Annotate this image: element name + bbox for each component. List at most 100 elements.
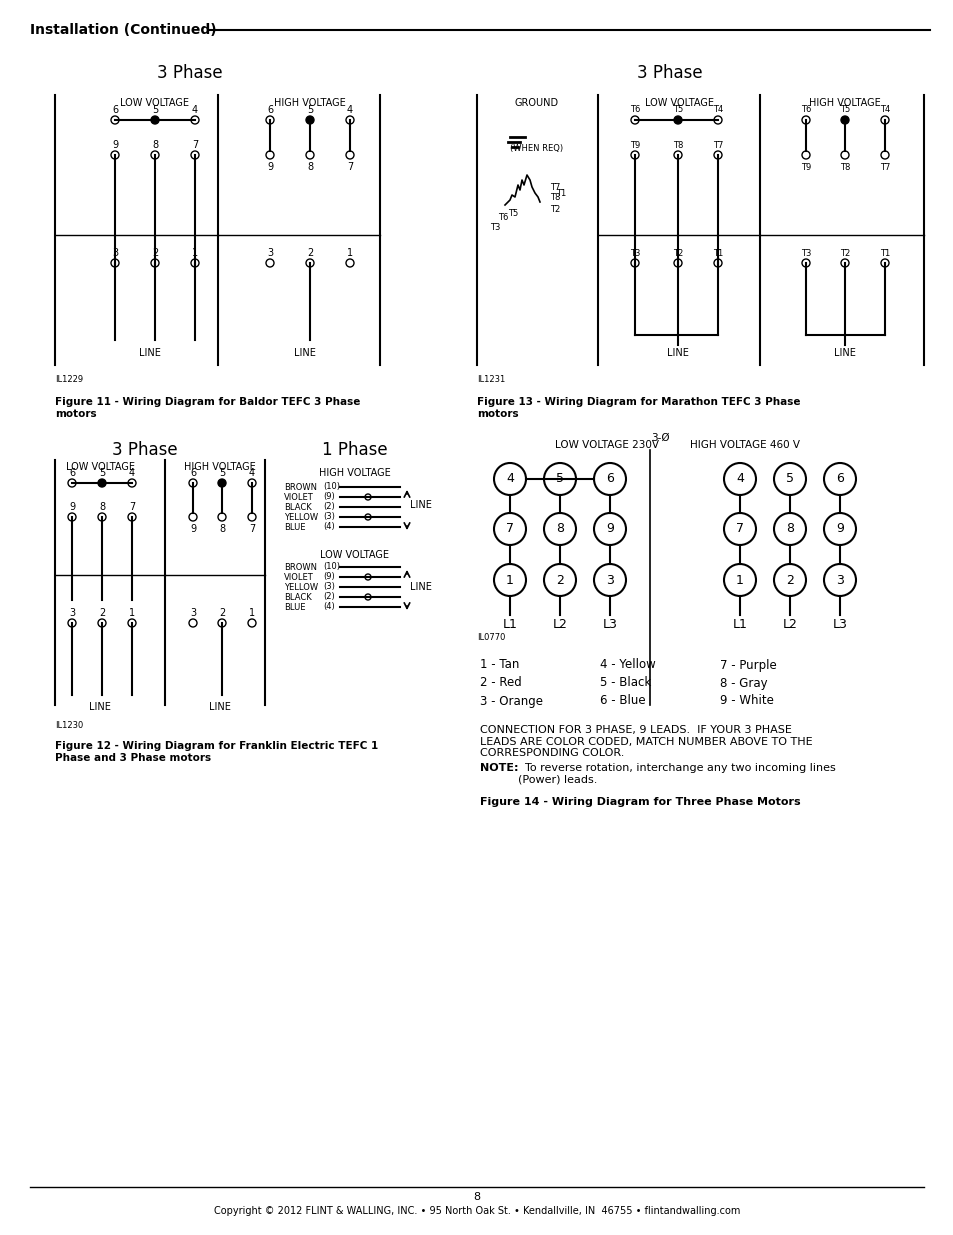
Text: T4: T4 [879,105,889,115]
Text: 1: 1 [736,573,743,587]
Text: T5: T5 [507,209,517,217]
Text: T6: T6 [629,105,639,115]
Text: 6: 6 [267,105,273,115]
Text: L3: L3 [602,619,617,631]
Text: 5: 5 [152,105,158,115]
Text: LOW VOLTAGE: LOW VOLTAGE [66,462,134,472]
Text: 2: 2 [785,573,793,587]
Text: (4): (4) [323,603,335,611]
Text: 1 Phase: 1 Phase [322,441,388,459]
Text: 3 - Orange: 3 - Orange [479,694,542,708]
Text: (4): (4) [323,522,335,531]
Text: 7 - Purple: 7 - Purple [720,658,776,672]
Text: VIOLET: VIOLET [284,493,314,501]
Text: (2): (2) [323,593,335,601]
Text: 9: 9 [69,501,75,513]
Text: 8: 8 [473,1192,480,1202]
Text: Installation (Continued): Installation (Continued) [30,23,216,37]
Circle shape [98,479,106,487]
Text: 3 Phase: 3 Phase [157,64,223,82]
Text: BLACK: BLACK [284,503,312,511]
Text: T3: T3 [490,222,500,231]
Text: 2 - Red: 2 - Red [479,677,521,689]
Text: (WHEN REQ): (WHEN REQ) [510,144,563,153]
Text: 7: 7 [735,522,743,536]
Text: Copyright © 2012 FLINT & WALLING, INC. • 95 North Oak St. • Kendallville, IN  46: Copyright © 2012 FLINT & WALLING, INC. •… [213,1207,740,1216]
Text: LINE: LINE [833,348,855,358]
Text: Figure 11 - Wiring Diagram for Baldor TEFC 3 Phase
motors: Figure 11 - Wiring Diagram for Baldor TE… [55,396,360,419]
Text: T1: T1 [712,248,722,258]
Text: 7: 7 [129,501,135,513]
Text: T2: T2 [839,248,849,258]
Text: HIGH VOLTAGE: HIGH VOLTAGE [808,98,880,107]
Text: T6: T6 [497,212,508,221]
Text: (3): (3) [323,513,335,521]
Text: 2: 2 [99,608,105,618]
Text: T3: T3 [629,248,639,258]
Text: BLUE: BLUE [284,603,305,611]
Text: IL1231: IL1231 [476,375,505,384]
Text: 7: 7 [192,140,198,149]
Text: 4: 4 [129,468,135,478]
Text: LINE: LINE [666,348,688,358]
Text: 8: 8 [556,522,563,536]
Text: IL1230: IL1230 [55,720,83,730]
Text: 8: 8 [99,501,105,513]
Text: 8: 8 [785,522,793,536]
Text: 4: 4 [249,468,254,478]
Text: 3: 3 [69,608,75,618]
Text: BLACK: BLACK [284,593,312,601]
Text: LINE: LINE [294,348,315,358]
Circle shape [841,116,848,124]
Text: IL0770: IL0770 [476,632,505,641]
Text: 4: 4 [736,473,743,485]
Text: T1: T1 [556,189,566,198]
Text: 1: 1 [249,608,254,618]
Text: T1: T1 [879,248,889,258]
Text: 1 - Tan: 1 - Tan [479,658,518,672]
Text: 1: 1 [129,608,135,618]
Text: 5: 5 [307,105,313,115]
Text: T8: T8 [550,193,559,201]
Text: 8: 8 [218,524,225,534]
Text: GROUND: GROUND [515,98,558,107]
Text: T7: T7 [712,141,722,149]
Text: 5: 5 [556,473,563,485]
Text: NOTE:: NOTE: [479,763,518,773]
Text: HIGH VOLTAGE: HIGH VOLTAGE [319,468,391,478]
Text: T9: T9 [629,141,639,149]
Text: Figure 13 - Wiring Diagram for Marathon TEFC 3 Phase
motors: Figure 13 - Wiring Diagram for Marathon … [476,396,800,419]
Text: 8: 8 [152,140,158,149]
Text: (2): (2) [323,503,335,511]
Text: LOW VOLTAGE 230V: LOW VOLTAGE 230V [555,440,659,450]
Text: L1: L1 [502,619,517,631]
Text: YELLOW: YELLOW [284,583,317,592]
Text: BROWN: BROWN [284,562,316,572]
Text: 4: 4 [505,473,514,485]
Text: (10): (10) [323,483,339,492]
Text: 9: 9 [605,522,614,536]
Text: 7: 7 [347,162,353,172]
Circle shape [306,116,314,124]
Text: 3 Phase: 3 Phase [637,64,702,82]
Text: VIOLET: VIOLET [284,573,314,582]
Text: L2: L2 [552,619,567,631]
Text: LINE: LINE [209,701,231,713]
Text: 4: 4 [192,105,198,115]
Text: T2: T2 [672,248,682,258]
Text: L3: L3 [832,619,846,631]
Text: 2: 2 [152,248,158,258]
Text: 7: 7 [249,524,254,534]
Text: L2: L2 [781,619,797,631]
Text: 5 - Black: 5 - Black [599,677,651,689]
Text: (10): (10) [323,562,339,572]
Text: LOW VOLTAGE: LOW VOLTAGE [645,98,714,107]
Text: 1: 1 [192,248,198,258]
Circle shape [218,479,226,487]
Text: To reverse rotation, interchange any two incoming lines
(Power) leads.: To reverse rotation, interchange any two… [517,763,835,784]
Circle shape [151,116,159,124]
Text: 9: 9 [190,524,196,534]
Text: HIGH VOLTAGE: HIGH VOLTAGE [184,462,255,472]
Text: 5: 5 [218,468,225,478]
Text: (3): (3) [323,583,335,592]
